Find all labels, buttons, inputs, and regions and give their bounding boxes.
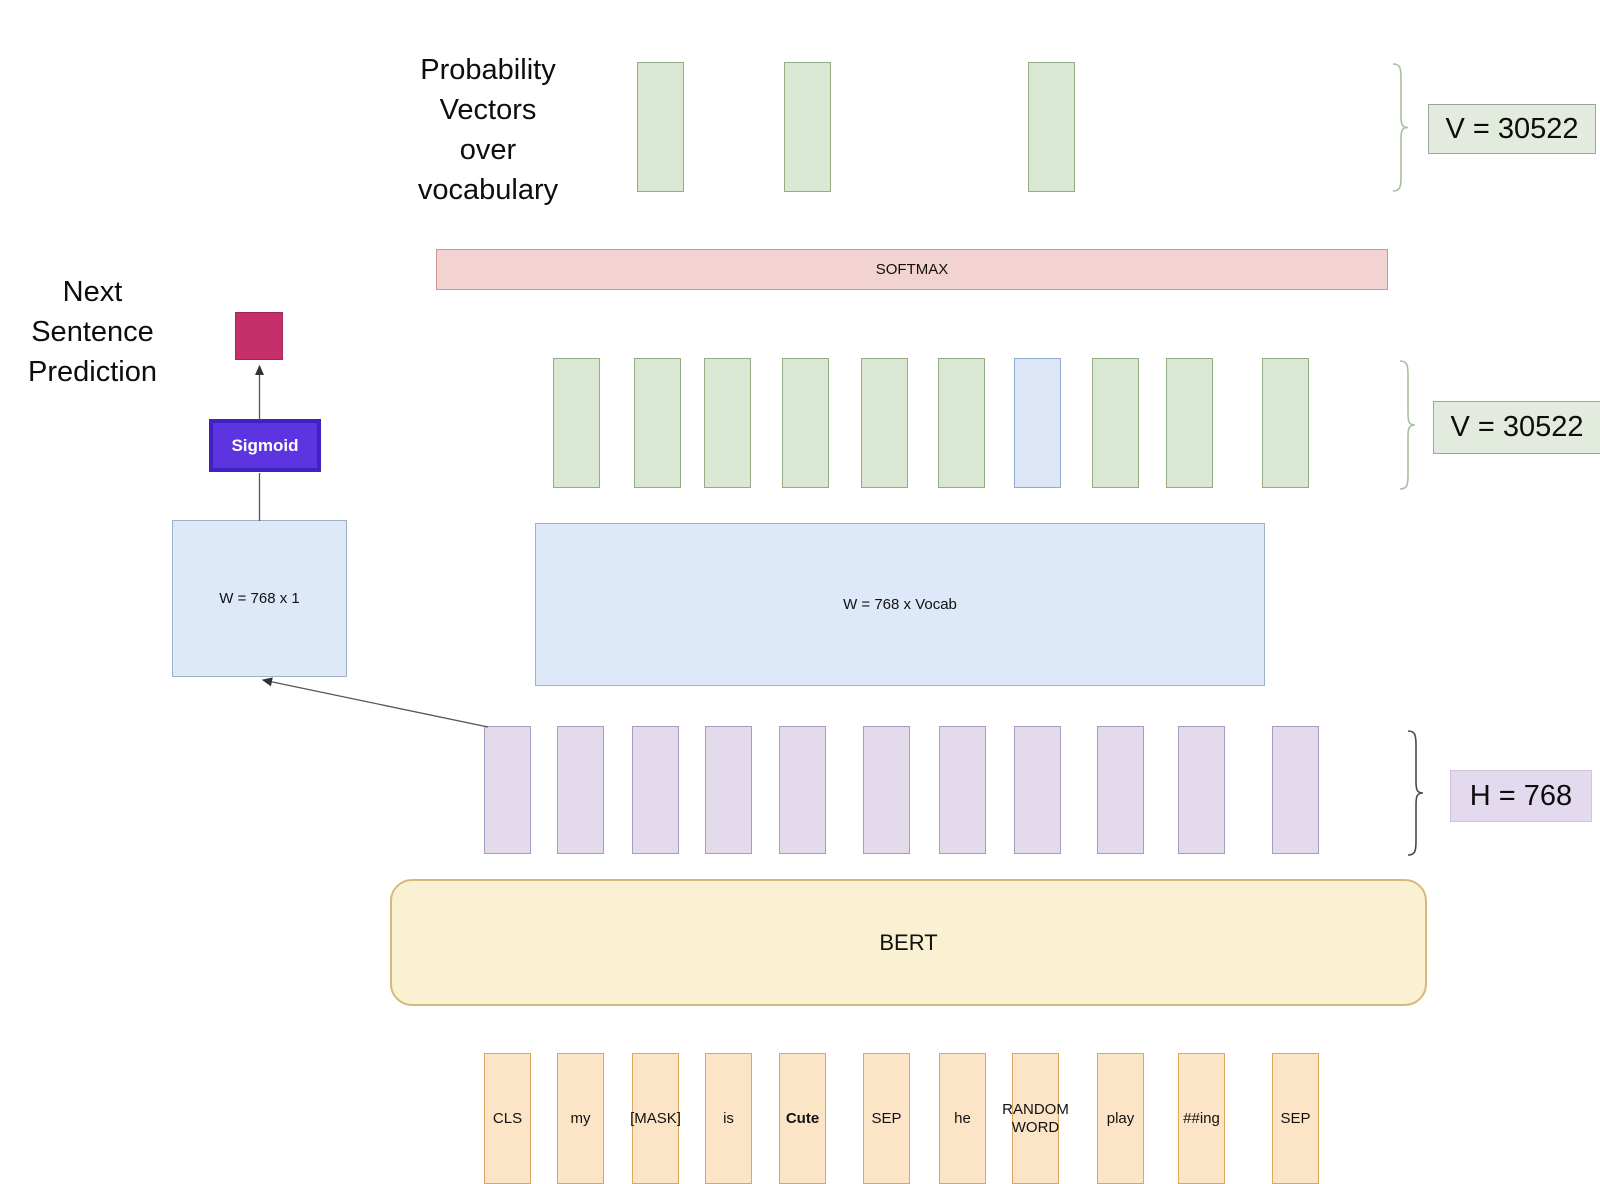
input-token: Cute bbox=[779, 1053, 826, 1184]
hidden-vector-bar bbox=[1272, 726, 1319, 854]
input-token: my bbox=[557, 1053, 604, 1184]
vocab-vector-bar bbox=[704, 358, 751, 488]
input-token: SEP bbox=[1272, 1053, 1319, 1184]
hidden-vector-bar bbox=[557, 726, 604, 854]
input-token-label: Cute bbox=[785, 1109, 820, 1127]
hidden-vector-bar bbox=[779, 726, 826, 854]
weight-768x1-box: W = 768 x 1 bbox=[172, 520, 347, 677]
softmax-label: SOFTMAX bbox=[875, 261, 949, 278]
input-token: is bbox=[705, 1053, 752, 1184]
vocab-vector-bar bbox=[1092, 358, 1139, 488]
vocab-vector-bar bbox=[1262, 358, 1309, 488]
sigmoid-box: Sigmoid bbox=[209, 419, 321, 472]
h-dimension-label: H = 768 bbox=[1450, 770, 1592, 822]
vocab-vector-bar bbox=[861, 358, 908, 488]
prob-vector-bar bbox=[1028, 62, 1075, 192]
input-token: CLS bbox=[484, 1053, 531, 1184]
hidden-vector-bar bbox=[705, 726, 752, 854]
vocab-vector-bar bbox=[634, 358, 681, 488]
v-dimension-text-top: V = 30522 bbox=[1445, 112, 1579, 145]
arrow-cls-hidden-to-wsmall bbox=[261, 677, 489, 728]
input-token: ##ing bbox=[1178, 1053, 1225, 1184]
prob-vector-bar bbox=[784, 62, 831, 192]
h-dimension-text: H = 768 bbox=[1469, 779, 1573, 812]
hidden-vector-bar bbox=[1178, 726, 1225, 854]
input-token: he bbox=[939, 1053, 986, 1184]
vocab-vector-bar bbox=[553, 358, 600, 488]
v-dimension-text-mid: V = 30522 bbox=[1450, 411, 1584, 443]
vocab-vector-bar bbox=[782, 358, 829, 488]
hidden-vector-bar bbox=[1014, 726, 1061, 854]
input-token-label: CLS bbox=[492, 1109, 523, 1127]
input-token-label: play bbox=[1106, 1109, 1135, 1127]
hidden-vector-bar bbox=[1097, 726, 1144, 854]
weight-768x1-label: W = 768 x 1 bbox=[219, 590, 300, 607]
hidden-vector-bar bbox=[863, 726, 910, 854]
bert-label: BERT bbox=[879, 929, 938, 955]
input-token: [MASK] bbox=[630, 1053, 681, 1184]
vocab-vector-bar bbox=[1166, 358, 1213, 488]
input-token: RANDOM WORD bbox=[1002, 1053, 1069, 1184]
input-token-label: is bbox=[723, 1109, 734, 1127]
hidden-vector-bar bbox=[632, 726, 679, 854]
weight-768xvocab-box: W = 768 x Vocab bbox=[535, 523, 1265, 686]
v-dimension-label-mid: V = 30522 bbox=[1433, 401, 1600, 454]
v-dimension-label-top: V = 30522 bbox=[1428, 104, 1596, 154]
brace-vocab-vectors bbox=[1399, 360, 1416, 490]
nsp-output-square bbox=[235, 312, 283, 360]
input-token-label: my bbox=[570, 1109, 591, 1127]
prob-vector-bar bbox=[637, 62, 684, 192]
input-token-label: SEP bbox=[871, 1109, 902, 1127]
input-token-label: SEP bbox=[1280, 1109, 1311, 1127]
input-token: play bbox=[1097, 1053, 1144, 1184]
vocab-vector-bar-random-word bbox=[1014, 358, 1061, 488]
input-token-label: [MASK] bbox=[630, 1109, 681, 1127]
sigmoid-label: Sigmoid bbox=[231, 435, 299, 455]
next-sentence-prediction-label: Next Sentence Prediction bbox=[28, 276, 157, 388]
brace-hidden-vectors bbox=[1407, 730, 1424, 856]
brace-prob-vectors bbox=[1392, 63, 1409, 192]
hidden-vector-bar bbox=[484, 726, 531, 854]
hidden-vector-bar bbox=[939, 726, 986, 854]
input-token-label: he bbox=[954, 1109, 971, 1127]
weight-768xvocab-label: W = 768 x Vocab bbox=[843, 596, 957, 613]
vocab-vector-bar bbox=[938, 358, 985, 488]
input-token-label: ##ing bbox=[1183, 1109, 1220, 1127]
probability-vectors-label: Probability Vectors over vocabulary bbox=[417, 54, 559, 206]
bert-box: BERT bbox=[390, 879, 1427, 1006]
input-token-label: RANDOM WORD bbox=[1002, 1100, 1069, 1136]
softmax-bar: SOFTMAX bbox=[436, 249, 1388, 290]
input-token: SEP bbox=[863, 1053, 910, 1184]
